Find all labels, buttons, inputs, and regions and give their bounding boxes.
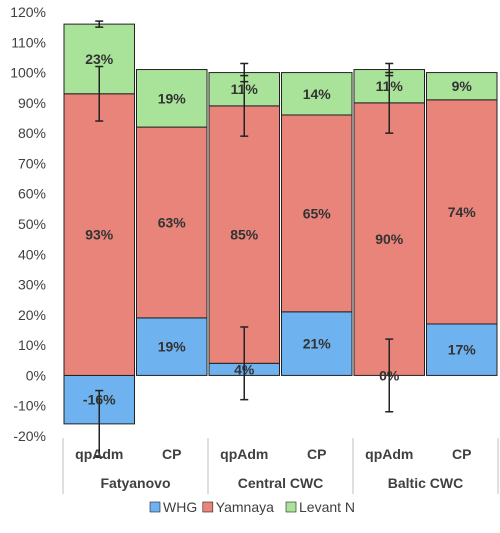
data-label-whg-5: 17% <box>448 342 477 358</box>
legend-swatch-whg <box>149 501 161 513</box>
group-label: Baltic CWC <box>388 475 463 491</box>
bar-levant-n-1 <box>136 69 208 128</box>
y-tick-label: 70% <box>18 155 46 171</box>
data-label-yamnaya-3: 65% <box>303 205 332 221</box>
data-label-whg-3: 21% <box>303 336 332 352</box>
bar-yamnaya-3 <box>281 114 353 313</box>
y-tick-label: 100% <box>10 65 46 81</box>
bar-whg-3 <box>281 311 353 376</box>
y-tick-label: -20% <box>13 428 46 444</box>
x-tick-label: qpAdm <box>220 446 268 462</box>
y-tick-label: 80% <box>18 125 46 141</box>
y-tick-label: -10% <box>13 398 46 414</box>
bar-levant-n-3 <box>281 72 353 116</box>
data-label-levant-n-0: 23% <box>85 51 114 67</box>
data-label-levant-n-5: 9% <box>452 78 473 94</box>
legend-label-levant-n: Levant N <box>299 499 355 515</box>
data-label-whg-0: -16% <box>83 392 116 408</box>
y-tick-label: 110% <box>11 34 46 50</box>
y-tick-label: 60% <box>18 186 46 202</box>
bar-whg-1 <box>136 317 208 376</box>
bar-yamnaya-4 <box>353 102 425 376</box>
x-tick-label: CP <box>452 446 471 462</box>
data-label-yamnaya-1: 63% <box>158 214 187 230</box>
group-label: Fatyanovo <box>100 475 170 491</box>
bar-yamnaya-0 <box>63 93 135 376</box>
y-tick-label: 0% <box>26 367 46 383</box>
y-tick-label: 50% <box>18 216 46 232</box>
bar-whg-5 <box>426 323 498 376</box>
data-label-whg-4: 0% <box>379 367 400 383</box>
bar-yamnaya-5 <box>426 99 498 325</box>
data-label-levant-n-4: 11% <box>376 78 404 94</box>
data-label-levant-n-1: 19% <box>158 90 187 106</box>
data-label-whg-2: 4% <box>234 361 255 377</box>
data-label-whg-1: 19% <box>158 339 187 355</box>
legend-swatch-yamnaya <box>202 501 214 513</box>
group-label: Central CWC <box>238 475 324 491</box>
legend-label-whg: WHG <box>163 499 197 515</box>
data-label-levant-n-3: 14% <box>303 86 332 102</box>
data-label-yamnaya-5: 74% <box>448 204 477 220</box>
y-tick-label: 120% <box>10 4 46 20</box>
data-label-yamnaya-4: 90% <box>375 231 404 247</box>
data-label-yamnaya-0: 93% <box>85 227 114 243</box>
bar-levant-n-5 <box>426 72 498 101</box>
bar-yamnaya-1 <box>136 126 208 319</box>
x-tick-label: CP <box>162 446 181 462</box>
data-label-yamnaya-2: 85% <box>230 227 259 243</box>
data-label-levant-n-2: 11% <box>231 81 259 97</box>
x-tick-label: CP <box>307 446 326 462</box>
x-tick-label: qpAdm <box>75 446 123 462</box>
legend-label-yamnaya: Yamnaya <box>216 499 274 515</box>
legend-swatch-levant-n <box>285 501 297 513</box>
bar-yamnaya-2 <box>208 105 280 364</box>
y-tick-label: 40% <box>18 246 46 262</box>
y-tick-label: 10% <box>18 337 46 353</box>
y-tick-label: 20% <box>18 307 46 323</box>
y-tick-label: 90% <box>18 95 46 111</box>
y-tick-label: 30% <box>18 277 46 293</box>
x-tick-label: qpAdm <box>365 446 413 462</box>
